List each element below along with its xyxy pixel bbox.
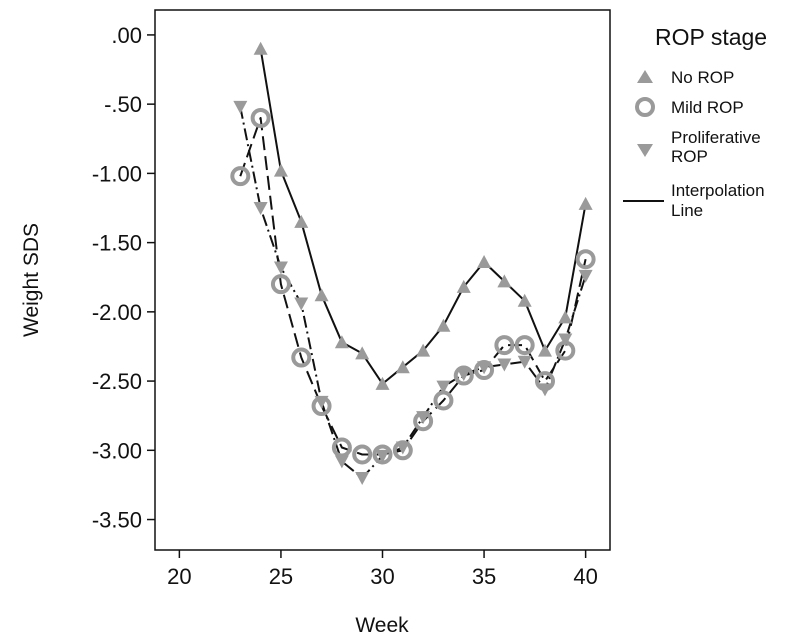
proliferative-rop-point <box>416 411 431 425</box>
y-tick-label: -1.50 <box>92 231 142 256</box>
mild-rop-point <box>230 166 251 187</box>
proliferative-rop-point <box>538 383 552 397</box>
y-tick-label: -3.00 <box>92 438 142 463</box>
series-lines <box>239 48 587 479</box>
no-rop-point <box>477 255 492 268</box>
legend-marker-no-rop <box>637 70 653 83</box>
proliferative-rop-point <box>294 297 309 311</box>
mild-rop-point <box>514 335 535 356</box>
no-rop-point <box>375 376 390 390</box>
proliferative-rop-point <box>395 441 410 455</box>
legend-label-interpolation-line: Interpolation Line <box>671 181 769 220</box>
legend: ROP stage No ROP Mild ROP Proliferative … <box>623 24 769 220</box>
no-rop-point <box>314 288 329 302</box>
proliferative-rop-point <box>456 368 471 382</box>
no-rop-point <box>253 41 268 55</box>
x-tick-label: 25 <box>269 564 293 589</box>
no-rop-point <box>456 279 471 293</box>
no-rop-point <box>395 360 410 374</box>
legend-label-no-rop: No ROP <box>671 68 734 87</box>
y-tick-label: -2.00 <box>92 300 142 325</box>
no-rop-point <box>558 310 573 324</box>
no-rop-point <box>436 318 451 332</box>
x-tick-label: 40 <box>573 564 597 589</box>
y-tick-label: -.50 <box>104 92 142 117</box>
proliferative-rop-point <box>273 261 288 275</box>
proliferative-rop-point <box>578 269 593 283</box>
x-tick-label: 35 <box>472 564 496 589</box>
proliferative-rop-point <box>355 472 370 485</box>
legend-label-mild-rop: Mild ROP <box>671 98 744 117</box>
y-tick-label: .00 <box>111 23 142 48</box>
mild-rop-point <box>453 365 474 386</box>
y-tick-label: -3.50 <box>92 508 142 533</box>
x-axis: 20 25 30 35 40 <box>167 550 598 589</box>
mild-rop-point <box>575 249 596 270</box>
series-line-no-rop <box>259 48 587 385</box>
legend-marker-mild-rop <box>635 97 655 117</box>
legend-marker-proliferative-rop <box>637 144 653 157</box>
proliferative-rop-point <box>233 100 248 114</box>
no-rop-point <box>273 163 288 177</box>
mild-rop-point <box>291 347 312 368</box>
y-tick-label: -2.50 <box>92 369 142 394</box>
x-tick-label: 20 <box>167 564 191 589</box>
mild-rop-point <box>494 335 515 356</box>
proliferative-rop-point <box>436 380 451 394</box>
no-rop-point <box>538 343 552 357</box>
mild-rop-point <box>270 274 291 295</box>
y-tick-label: -1.00 <box>92 161 142 186</box>
series-markers <box>230 41 596 485</box>
proliferative-rop-point <box>375 449 390 463</box>
y-axis: .00 -.50 -1.00 -1.50 -2.00 -2.50 -3.00 -3.50 <box>92 23 155 533</box>
no-rop-point <box>355 346 370 360</box>
legend-label-proliferative-rop: Proliferative ROP <box>671 128 766 166</box>
proliferative-rop-point <box>517 355 532 369</box>
proliferative-rop-point <box>334 455 349 469</box>
proliferative-rop-point <box>558 333 573 347</box>
no-rop-point <box>578 196 593 210</box>
x-tick-label: 30 <box>370 564 394 589</box>
x-axis-title: Week <box>355 614 409 637</box>
mild-rop-point <box>250 108 271 128</box>
no-rop-point <box>416 343 431 357</box>
proliferative-rop-point <box>314 395 329 409</box>
proliferative-rop-point <box>497 358 512 372</box>
plot-frame <box>154 9 611 551</box>
mild-rop-point <box>352 444 373 465</box>
proliferative-rop-point <box>477 361 492 375</box>
y-axis-title: Weight SDS <box>20 223 43 337</box>
legend-title: ROP stage <box>655 24 767 50</box>
series-line-proliferative-rop <box>239 106 587 479</box>
no-rop-point <box>497 274 512 288</box>
proliferative-rop-point <box>253 202 268 215</box>
no-rop-point <box>334 335 349 349</box>
no-rop-point <box>517 293 532 307</box>
no-rop-point <box>294 214 309 228</box>
